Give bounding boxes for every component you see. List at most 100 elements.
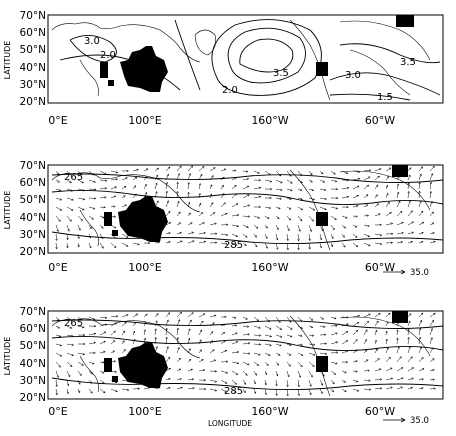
wind-vector-head — [211, 175, 214, 178]
wind-vector — [253, 316, 259, 322]
wind-vector — [176, 368, 181, 372]
wind-vector — [231, 203, 239, 208]
wind-vector — [143, 329, 146, 336]
wind-vector — [264, 206, 271, 209]
wind-vector-head — [324, 352, 328, 355]
wind-vector — [396, 329, 398, 336]
wind-vector — [275, 343, 282, 346]
wind-vector-head — [367, 234, 371, 238]
wind-vector-head — [275, 393, 278, 397]
wind-vector — [198, 212, 203, 217]
wind-vector-head — [286, 238, 289, 242]
wind-vector — [110, 315, 118, 318]
wind-vector-head — [215, 232, 218, 235]
wind-vector — [77, 242, 80, 248]
wind-vector-head — [223, 202, 226, 205]
wind-vector-head — [311, 219, 314, 222]
wind-vector — [396, 367, 404, 372]
wind-vector-head — [357, 314, 361, 318]
wind-vector-head — [376, 320, 379, 324]
wind-vector — [209, 212, 216, 217]
wind-vector-head — [265, 246, 268, 249]
wind-vector — [429, 211, 434, 217]
wind-vector-head — [308, 247, 311, 250]
wind-vector-head — [265, 226, 268, 229]
wind-vector-head — [276, 373, 279, 377]
wind-vector-head — [430, 327, 433, 331]
wind-vector-head — [122, 330, 126, 333]
wind-vector — [418, 210, 424, 217]
coastlines — [51, 19, 431, 101]
wind-vectors — [55, 311, 437, 397]
wind-vector-head — [312, 208, 316, 211]
wind-vector-head — [398, 200, 401, 204]
wind-vector — [66, 206, 74, 211]
wind-vector-head — [137, 243, 140, 246]
wind-vector-head — [310, 325, 314, 328]
wind-vector-head — [115, 315, 119, 318]
wind-vector — [99, 331, 107, 336]
wind-vector-head — [376, 184, 379, 187]
lat-tick-labels: 70°N 60°N 50°N 40°N 30°N 20°N — [20, 306, 46, 404]
wind-vector — [341, 215, 348, 219]
wind-vector-head — [355, 235, 358, 238]
wind-vector-head — [177, 346, 180, 350]
wind-vector-head — [301, 353, 304, 356]
wind-vector — [253, 242, 258, 247]
wind-vector — [429, 166, 435, 172]
lat-tick-label: 40°N — [20, 62, 46, 74]
wind-vector-head — [69, 326, 73, 329]
wind-vector-head — [126, 388, 130, 392]
wind-vector — [275, 334, 283, 338]
wind-vector-head — [344, 389, 347, 393]
wind-vector — [297, 361, 303, 367]
wind-vector — [352, 185, 360, 190]
wind-vector-head — [421, 221, 425, 225]
wind-vector — [242, 204, 250, 208]
wind-vector — [231, 233, 238, 237]
wind-vector-head — [279, 327, 283, 330]
wind-vector-head — [389, 212, 392, 215]
wind-vector-head — [212, 322, 215, 325]
wind-vector-head — [126, 169, 130, 173]
vector-map-svg: 70°N 60°N 50°N 40°N 30°N 20°N LATITUDE 0… — [3, 160, 444, 278]
wind-vector-head — [342, 235, 345, 238]
wind-vector-head — [331, 389, 335, 393]
wind-vector-head — [59, 198, 63, 201]
wind-vector — [286, 170, 292, 177]
wind-vector-head — [214, 389, 218, 392]
wind-vector-head — [192, 240, 195, 243]
wind-vector — [143, 321, 147, 327]
lon-tick-label: 160°W — [251, 261, 288, 274]
wind-vector — [330, 316, 337, 319]
wind-vector — [418, 173, 422, 181]
wind-vector-head — [55, 393, 58, 396]
wind-vector — [363, 204, 368, 208]
wind-vector-head — [421, 210, 424, 214]
reference-vector-head — [400, 269, 406, 275]
wind-vector-head — [254, 235, 257, 238]
wind-vector — [242, 242, 247, 246]
wind-vector — [77, 388, 81, 393]
wind-vector-head — [78, 228, 81, 231]
wind-vector-head — [176, 190, 179, 194]
wind-vector-head — [83, 342, 86, 346]
wind-vector — [385, 185, 388, 190]
wind-vector — [275, 233, 278, 240]
wind-vector — [77, 215, 83, 221]
wind-vector — [121, 185, 127, 190]
wind-vector — [429, 358, 435, 363]
wind-vector-head — [343, 380, 346, 383]
wind-vector-head — [346, 195, 350, 199]
lon-tick-label: 100°E — [128, 405, 161, 418]
wind-vector-head — [390, 241, 394, 245]
wind-vector — [176, 222, 181, 226]
wind-vector-head — [202, 369, 206, 372]
wind-vector — [407, 356, 413, 363]
wind-vector — [66, 352, 74, 356]
wind-vector — [330, 341, 338, 345]
wind-vector — [418, 166, 423, 172]
wind-vector — [110, 350, 115, 354]
wind-vector — [396, 241, 403, 244]
wind-vector — [341, 350, 349, 354]
